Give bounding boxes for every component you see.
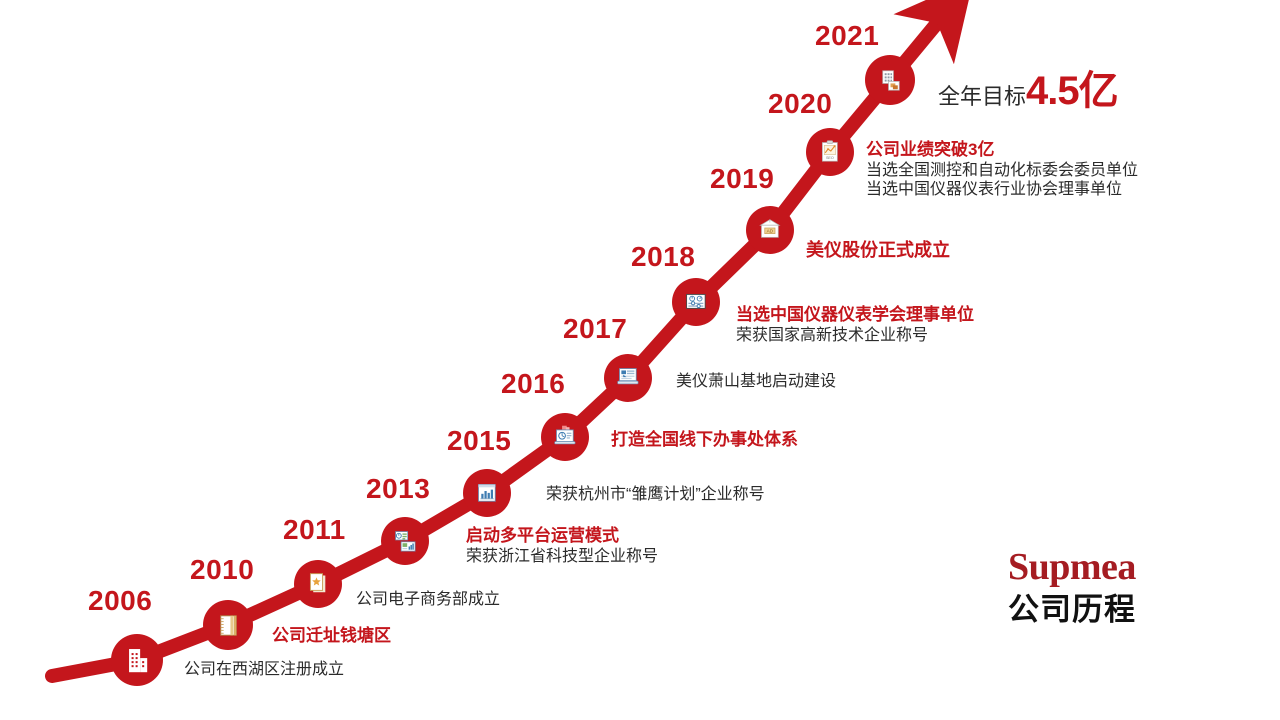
laptop-clock-icon: [554, 425, 576, 445]
milestone-desc-2011: 公司电子商务部成立: [356, 590, 500, 610]
milestone-node-2016[interactable]: [541, 413, 589, 461]
milestone-node-2006[interactable]: [111, 634, 163, 686]
certificate-star-icon: [310, 573, 326, 593]
milestone-node-2017[interactable]: [604, 354, 652, 402]
milestone-highlight-2013: 启动多平台运营模式: [466, 526, 619, 545]
annual-goal-callout: 全年目标 4.5亿: [938, 58, 1119, 116]
milestone-desc-2017: 美仪萧山基地启动建设: [676, 372, 836, 392]
brand-logo: Supmea 公司历程: [1008, 548, 1136, 625]
milestone-desc-2015: 荣获杭州市“雏鹰计划”企业称号: [546, 485, 765, 505]
laptop-document-icon: [617, 368, 639, 385]
milestone-node-2019[interactable]: AD: [746, 206, 794, 254]
milestone-highlight-2016: 打造全国线下办事处体系: [611, 430, 798, 449]
milestone-sub-2013-0: 荣获浙江省科技型企业称号: [466, 547, 659, 565]
milestone-sub-2006-0: 公司在西湖区注册成立: [184, 661, 345, 678]
dashboard-panels-icon: [395, 531, 416, 552]
milestone-sub-2018-0: 荣获国家高新技术企业称号: [736, 326, 929, 344]
milestone-desc-2016: 打造全国线下办事处体系: [611, 430, 798, 451]
milestone-node-2011[interactable]: [294, 560, 342, 608]
milestone-node-2018[interactable]: [672, 278, 720, 326]
milestone-highlight-2019: 美仪股份正式成立: [806, 240, 950, 260]
year-label-2013: 2013: [366, 473, 431, 504]
milestone-desc-2013: 启动多平台运营模式 荣获浙江省科技型企业称号: [466, 526, 658, 566]
gauge-meter-icon: [686, 294, 706, 309]
storefront-ad-icon: AD: [759, 219, 781, 238]
milestone-sub-2020-1: 当选中国仪器仪表行业协会理事单位: [866, 181, 1123, 199]
year-label-2018: 2018: [631, 241, 696, 272]
milestone-desc-2010: 公司迁址钱塘区: [272, 626, 391, 647]
brand-subtitle: 公司历程: [1008, 592, 1136, 627]
year-label-2019: 2019: [710, 163, 775, 194]
milestone-node-2013[interactable]: [381, 517, 429, 565]
milestone-desc-2020: 公司业绩突破3亿 当选全国测控和自动化标委会委员单位 当选中国仪器仪表行业协会理…: [866, 140, 1138, 200]
milestone-sub-2011-0: 公司电子商务部成立: [356, 591, 501, 608]
svg-text:SEO: SEO: [826, 156, 834, 160]
svg-text:AD: AD: [767, 229, 774, 234]
brand-name: Supmea: [1008, 546, 1136, 588]
annual-goal-value: 4.5亿: [1026, 69, 1119, 113]
milestone-highlight-2010: 公司迁址钱塘区: [272, 626, 391, 645]
milestone-sub-2020-0: 当选全国测控和自动化标委会委员单位: [866, 161, 1139, 179]
milestone-sub-2017-0: 美仪萧山基地启动建设: [676, 373, 837, 390]
year-label-2011: 2011: [283, 514, 346, 545]
year-label-2017: 2017: [563, 313, 628, 344]
year-label-2016: 2016: [501, 368, 566, 399]
notebook-icon: [219, 614, 237, 636]
milestone-node-2021[interactable]: [865, 55, 915, 105]
milestone-node-2020[interactable]: SEO: [806, 128, 854, 176]
year-label-2015: 2015: [447, 425, 512, 456]
milestone-highlight-2020: 公司业绩突破3亿: [866, 140, 995, 159]
milestone-desc-2019: 美仪股份正式成立: [806, 240, 950, 262]
annual-goal-label: 全年目标: [938, 84, 1027, 109]
bar-chart-report-icon: [478, 484, 496, 502]
year-label-2010: 2010: [190, 554, 255, 585]
factory-building-icon: [881, 69, 900, 91]
office-building-icon: [128, 648, 148, 673]
year-label-2021: 2021: [815, 20, 880, 51]
milestone-highlight-2018: 当选中国仪器仪表学会理事单位: [736, 305, 974, 324]
year-label-2020: 2020: [768, 88, 833, 119]
milestone-node-2010[interactable]: [203, 600, 253, 650]
milestone-desc-2006: 公司在西湖区注册成立: [184, 660, 344, 680]
seo-clipboard-icon: SEO: [822, 140, 838, 162]
milestone-sub-2015-0: 荣获杭州市“雏鹰计划”企业称号: [546, 486, 765, 503]
year-label-2006: 2006: [88, 585, 153, 616]
milestone-desc-2018: 当选中国仪器仪表学会理事单位 荣获国家高新技术企业称号: [736, 305, 974, 345]
milestone-node-2015[interactable]: [463, 469, 511, 517]
